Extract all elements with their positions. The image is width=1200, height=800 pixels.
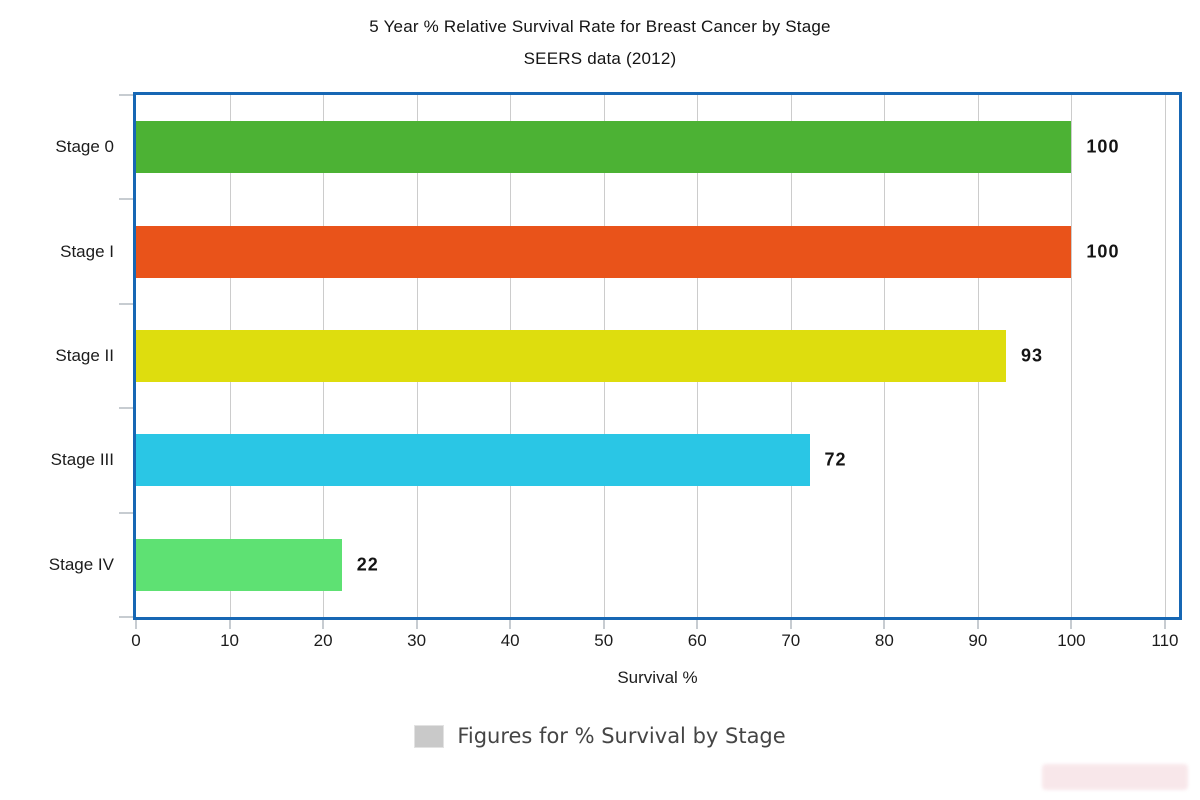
x-tick-label-40: 40 (500, 631, 520, 650)
x-tick-label-80: 80 (874, 631, 894, 650)
x-tick-label-0: 0 (131, 631, 141, 650)
y-tick-2 (119, 302, 133, 305)
chart-title: 5 Year % Relative Survival Rate for Brea… (369, 17, 831, 36)
value-label-stage-i: 100 (1086, 241, 1120, 262)
x-tick-100 (1070, 620, 1073, 629)
x-axis-title: Survival % (617, 668, 698, 687)
x-tick-70 (789, 620, 792, 629)
category-label-stage-0: Stage 0 (55, 137, 114, 157)
plot-area: 100 100 93 72 22 (133, 92, 1182, 620)
category-label-stage-iii: Stage III (50, 450, 114, 470)
gridline-x-110 (1164, 95, 1166, 617)
x-tick-50 (602, 620, 605, 629)
y-tick-4 (119, 511, 133, 514)
y-tick-0 (119, 94, 133, 96)
x-tick-40 (509, 620, 512, 629)
category-label-stage-iv: Stage IV (48, 554, 114, 574)
x-tick-label-60: 60 (687, 631, 707, 650)
bar-stage-i (136, 225, 1072, 278)
category-label-stage-ii: Stage II (55, 346, 114, 365)
category-label-stage-i: Stage I (60, 241, 114, 261)
x-tick-0 (135, 620, 137, 629)
legend-label: Figures for % Survival by Stage (457, 724, 786, 748)
x-tick-label-10: 10 (220, 631, 239, 650)
plot-inner: 100 100 93 72 22 (136, 95, 1179, 617)
x-tick-label-100: 100 (1057, 631, 1086, 650)
x-tick-label-90: 90 (968, 631, 988, 650)
bar-stage-iii (136, 434, 810, 487)
x-tick-30 (415, 620, 418, 629)
y-tick-5 (119, 616, 133, 618)
x-tick-label-110: 110 (1151, 631, 1179, 650)
x-tick-80 (883, 620, 886, 629)
value-label-stage-iii: 72 (824, 449, 847, 470)
value-label-stage-iv: 22 (356, 554, 379, 575)
x-tick-label-70: 70 (781, 631, 801, 650)
gridline-x-100 (1071, 95, 1073, 617)
chart-subtitle: SEERS data (2012) (523, 49, 677, 68)
x-tick-label-30: 30 (407, 631, 427, 650)
bar-stage-0 (136, 121, 1072, 174)
bar-stage-iv (136, 538, 342, 591)
legend: Figures for % Survival by Stage (0, 724, 1200, 748)
value-label-stage-0: 100 (1086, 136, 1120, 157)
bar-stage-ii (136, 330, 1006, 382)
value-label-stage-ii: 93 (1020, 345, 1043, 366)
x-tick-20 (322, 620, 325, 629)
x-tick-60 (696, 620, 699, 629)
y-tick-3 (119, 407, 133, 410)
legend-swatch (414, 724, 445, 748)
x-tick-10 (228, 620, 231, 629)
x-tick-label-20: 20 (313, 631, 333, 650)
x-tick-label-50: 50 (594, 631, 614, 650)
x-tick-110 (1163, 620, 1166, 629)
watermark (1042, 764, 1188, 790)
y-tick-1 (119, 198, 133, 201)
x-tick-90 (976, 620, 979, 629)
